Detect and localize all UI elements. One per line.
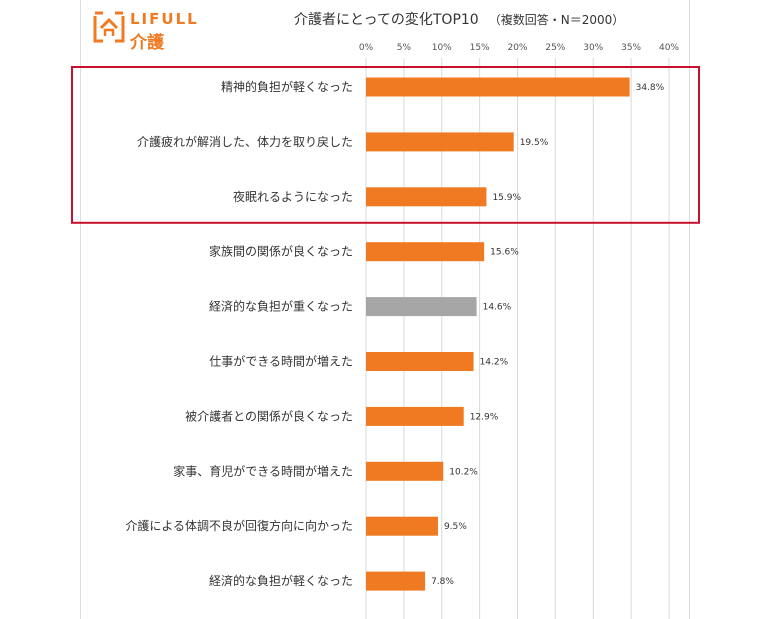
x-tick-label: 0% [359, 43, 374, 53]
chart-subtitle: （複数回答・N＝2000） [488, 13, 625, 27]
x-tick-label: 5% [397, 43, 412, 53]
category-label: 経済的な負担が重くなった [209, 299, 353, 314]
brand-name: LIFULL [130, 10, 199, 28]
chart-title: 介護者にとっての変化TOP10 [294, 12, 479, 28]
data-label: 9.5% [444, 522, 467, 532]
category-label: 経済的な負担が軽くなった [209, 573, 353, 588]
data-label: 14.2% [480, 358, 509, 368]
chart-title-block: 介護者にとっての変化TOP10 （複数回答・N＝2000） [294, 9, 624, 29]
x-tick-label: 20% [507, 43, 527, 53]
x-tick-label: 30% [583, 43, 603, 53]
category-label: 精神的負担が軽くなった [221, 79, 353, 94]
right-border-line [689, 0, 690, 619]
x-tick-label: 35% [621, 43, 641, 53]
brand-sub: 介護 [130, 33, 164, 53]
bar [366, 187, 487, 207]
highlight-box [71, 66, 700, 224]
bar [366, 77, 630, 97]
data-label: 10.2% [449, 467, 478, 477]
bar [366, 461, 444, 481]
data-label: 19.5% [520, 138, 549, 148]
x-tick-label: 25% [545, 43, 565, 53]
bar [366, 297, 477, 317]
brand-logo: LIFULL 介護 [92, 8, 212, 53]
data-label: 12.9% [470, 412, 499, 422]
category-label: 家事、育児ができる時間が増えた [173, 463, 353, 478]
data-label: 7.8% [431, 577, 454, 587]
category-label: 仕事ができる時間が増えた [209, 354, 353, 369]
house-logo-icon [93, 11, 125, 43]
category-label: 介護疲れが解消した、体力を取り戻した [137, 134, 353, 149]
category-label: 夜眠れるようになった [233, 189, 353, 204]
left-border-line [80, 0, 81, 619]
x-tick-label: 15% [470, 43, 490, 53]
data-label: 34.8% [636, 83, 665, 93]
bar [366, 406, 464, 426]
data-label: 15.9% [492, 193, 521, 203]
bar [366, 132, 514, 152]
category-label: 介護による体調不良が回復方向に向かった [125, 518, 353, 533]
data-label: 15.6% [490, 248, 519, 258]
category-label: 家族間の関係が良くなった [209, 244, 353, 259]
x-tick-label: 40% [659, 43, 679, 53]
bar [366, 516, 438, 536]
bar [366, 352, 474, 371]
bar [366, 242, 485, 262]
category-label: 被介護者との関係が良くなった [185, 408, 353, 423]
bar [366, 571, 426, 591]
x-tick-label: 10% [432, 43, 452, 53]
data-label: 14.6% [483, 303, 512, 313]
